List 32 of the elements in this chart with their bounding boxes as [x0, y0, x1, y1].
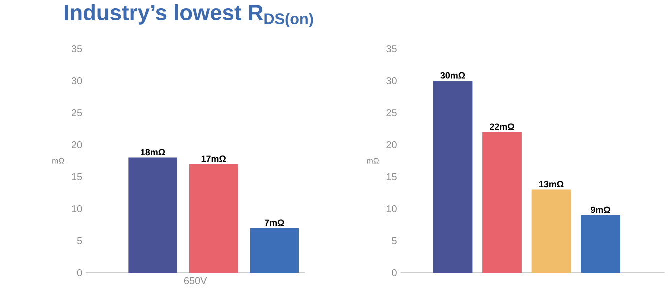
y-tick-label: 35 [386, 45, 397, 53]
y-tick-label: 10 [72, 205, 82, 213]
bar [581, 215, 620, 273]
data-label: 22mΩ [490, 124, 514, 130]
bar [482, 132, 522, 273]
y-tick-label: 25 [72, 109, 82, 117]
y-tick-label: 30 [386, 77, 397, 85]
data-label: 13mΩ [540, 181, 564, 188]
bar [190, 164, 238, 273]
data-label: 7mΩ [264, 220, 284, 226]
data-label: 18mΩ [141, 149, 166, 156]
y-tick-label: 5 [392, 238, 397, 244]
y-tick-label: 15 [386, 174, 397, 180]
data-label: 30mΩ [440, 72, 466, 79]
chart-title: Industry’s lowest R$_{DS(on)}$ [65, 4, 314, 28]
y-tick-label: 20 [72, 141, 82, 149]
y-tick-label: 0 [77, 269, 82, 277]
bar [128, 158, 178, 273]
data-label: 9mΩ [591, 206, 610, 214]
y-tick-label: 5 [77, 238, 82, 244]
bar [250, 228, 300, 273]
y-tick-label: 20 [386, 141, 397, 149]
y-tick-label: 30 [72, 77, 82, 85]
y-tick-label: 35 [72, 45, 82, 53]
y-tick-label: 0 [392, 269, 397, 277]
y-tick-label: 15 [72, 174, 82, 180]
y-tick-label: 25 [386, 109, 397, 117]
data-label: 17mΩ [202, 156, 226, 162]
y-tick-label: 10 [386, 205, 397, 213]
x-axis-title: 650V [184, 277, 208, 284]
bar [433, 80, 473, 273]
bar [532, 190, 572, 273]
